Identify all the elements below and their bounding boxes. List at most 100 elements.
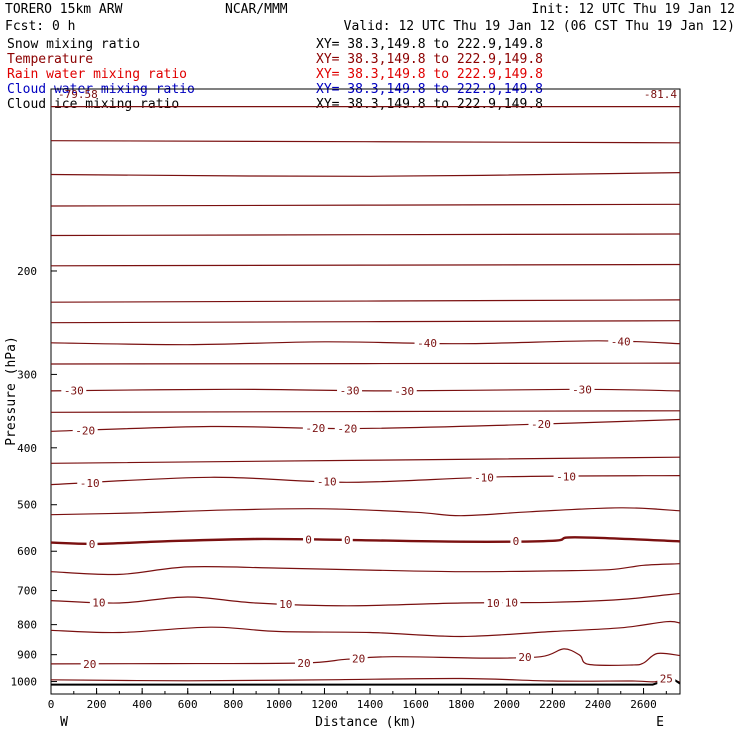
contour-label-bg xyxy=(484,596,503,609)
center-label: NCAR/MMM xyxy=(225,2,288,17)
contour-label: -30 xyxy=(64,385,84,398)
contour-label-bg xyxy=(608,335,634,348)
y-tick-label: 800 xyxy=(17,619,37,632)
legend-section-xy: XY= 38.3,149.8 to 222.9,149.8 xyxy=(316,52,543,67)
legend-section-xy: XY= 38.3,149.8 to 222.9,149.8 xyxy=(316,37,543,52)
contour-label-bg xyxy=(86,537,98,550)
contour-label: -10 xyxy=(474,472,494,485)
contour-label: 0 xyxy=(305,534,312,547)
contour-label: 10 xyxy=(92,596,105,609)
contour-label-bg xyxy=(61,384,87,397)
y-axis-label: Pressure (hPa) xyxy=(4,336,19,446)
contour-line xyxy=(50,475,681,486)
contour-label: -10 xyxy=(556,470,576,483)
contour-label: 0 xyxy=(513,535,520,548)
contour-label: -10 xyxy=(317,476,337,489)
y-tick-label: 1000 xyxy=(11,676,38,689)
header: TORERO 15km ARW NCAR/MMM Init: 12 UTC Th… xyxy=(5,2,735,34)
contour-labels: -40 -40 -30 -30 -30 -30 -20 -20 -20 -20 -10 -10 -10 -… xyxy=(61,335,676,685)
contour-label: -20 xyxy=(531,418,551,431)
west-label: W xyxy=(60,715,68,730)
x-tick-label: 400 xyxy=(132,698,152,711)
contour-label: 25 xyxy=(660,672,673,685)
contour-label: 0 xyxy=(89,538,96,551)
y-tick-label: 400 xyxy=(17,442,37,455)
contour-label: -30 xyxy=(572,383,592,396)
contour-line xyxy=(50,340,681,346)
x-tick-label: 2400 xyxy=(585,698,612,711)
contour-label-bg xyxy=(341,533,353,546)
contour-line xyxy=(50,456,681,464)
x-tick-label: 600 xyxy=(178,698,198,711)
contour-label-bg xyxy=(502,596,521,609)
extrema-labels: -79.58 -81.4 xyxy=(58,88,677,101)
contour-line xyxy=(50,299,681,303)
contour-label: -20 xyxy=(337,423,357,436)
model-title: TORERO 15km ARW xyxy=(5,2,123,17)
contour-line xyxy=(50,172,681,177)
legend-section-xy: XY= 38.3,149.8 to 222.9,149.8 xyxy=(316,97,543,112)
x-tick-label: 1200 xyxy=(311,698,338,711)
contour-label-bg xyxy=(528,418,554,431)
contour-label: -40 xyxy=(611,336,631,349)
contour-label-bg xyxy=(569,383,595,396)
min-value-label: -79.58 xyxy=(58,88,98,101)
contour-label-bg xyxy=(334,422,360,435)
contour-line xyxy=(50,507,681,517)
contour-label: -40 xyxy=(417,337,437,350)
x-tick-label: 1000 xyxy=(266,698,293,711)
contour-label-bg xyxy=(337,384,363,397)
legend-field-name: Rain water mixing ratio xyxy=(7,67,187,82)
contour-line xyxy=(50,620,681,638)
y-tick-label: 700 xyxy=(17,585,37,598)
contour-line xyxy=(50,536,681,546)
x-tick-label: 2000 xyxy=(494,698,521,711)
y-tick-label: 200 xyxy=(17,265,37,278)
contour-label: -30 xyxy=(340,384,360,397)
contour-label-bg xyxy=(80,657,99,670)
init-time: Init: 12 UTC Thu 19 Jan 12 xyxy=(532,2,736,17)
contour-label: 10 xyxy=(486,597,499,610)
plot-area: -40 -40 -30 -30 -30 -30 -20 -20 -20 -20 -10 -10 -10 -… xyxy=(50,88,681,695)
x-axis: 0 200 400 600 800 1000 1200 1400 1600 1800 2000 220… xyxy=(48,688,667,711)
x-tick-label: 0 xyxy=(48,698,55,711)
contour-label: 20 xyxy=(518,651,531,664)
x-tick-label: 2200 xyxy=(539,698,566,711)
contour-label-bg xyxy=(471,471,497,484)
contour-label-bg xyxy=(303,533,315,546)
y-tick-label: 900 xyxy=(17,649,37,662)
y-axis: 200 300 400 500 600 700 800 900 1000 xyxy=(11,265,57,689)
contour-label-bg xyxy=(276,597,295,610)
x-axis-label: Distance (km) xyxy=(315,715,417,730)
max-value-label: -81.4 xyxy=(644,88,677,101)
legend-field-name: Temperature xyxy=(7,52,93,67)
contour-line xyxy=(50,233,681,237)
contour-label: -30 xyxy=(394,385,414,398)
contour-label-bg xyxy=(89,596,108,609)
contour-label: -20 xyxy=(75,424,95,437)
contour-line xyxy=(50,263,681,267)
contour-line xyxy=(50,677,681,683)
contour-line xyxy=(50,410,681,413)
x-tick-label: 1800 xyxy=(448,698,475,711)
x-tick-label: 2600 xyxy=(630,698,657,711)
contour-label: -20 xyxy=(305,422,325,435)
contour-label-bg xyxy=(553,470,579,483)
plot-frame xyxy=(50,88,681,695)
contour-label-bg xyxy=(657,672,676,685)
contour-label-bg xyxy=(510,535,522,548)
contour-line xyxy=(50,362,681,365)
x-tick-label: 800 xyxy=(223,698,243,711)
y-tick-label: 500 xyxy=(17,499,37,512)
contour-line xyxy=(50,563,681,576)
contour-line xyxy=(50,320,681,324)
contour-label-bg xyxy=(391,384,417,397)
contour-label: 20 xyxy=(83,658,96,671)
contour-line xyxy=(50,140,681,144)
y-tick-label: 600 xyxy=(17,545,37,558)
contour-label: 10 xyxy=(279,598,292,611)
forecast-hour: Fcst: 0 h xyxy=(5,19,75,34)
legend-field-name: Snow mixing ratio xyxy=(7,37,140,52)
contour-label: 20 xyxy=(297,657,310,670)
